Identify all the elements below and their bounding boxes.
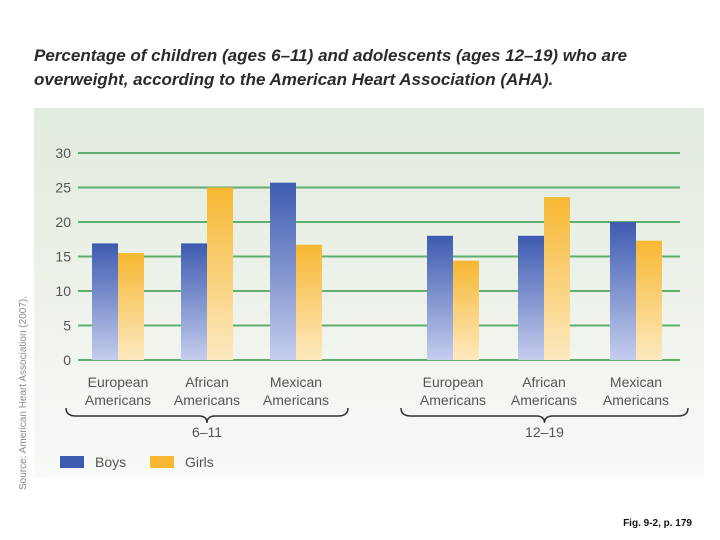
y-tick-label: 20 [55, 214, 71, 230]
bar-boys-5 [610, 222, 636, 360]
category-label-line2: Americans [174, 392, 240, 408]
y-tick-label: 5 [63, 318, 71, 334]
group-brace-0 [65, 407, 349, 424]
bar-girls-4 [544, 197, 570, 360]
category-label-line1: African [522, 374, 566, 390]
legend-label-girls: Girls [185, 454, 214, 470]
category-label-line1: European [423, 374, 484, 390]
source-note: Source: American Heart Association (2007… [18, 296, 29, 490]
legend-swatch-boys [60, 456, 84, 468]
category-label-line2: Americans [511, 392, 577, 408]
category-label-line2: Americans [420, 392, 486, 408]
bar-boys-3 [427, 235, 453, 360]
category-label-line1: European [88, 374, 149, 390]
bar-girls-2 [296, 244, 322, 360]
y-tick-label: 10 [55, 283, 71, 299]
y-tick-label: 30 [55, 145, 71, 161]
category-label-line1: Mexican [610, 374, 662, 390]
bar-girls-5 [636, 240, 662, 360]
y-tick-label: 15 [55, 249, 71, 265]
bar-girls-0 [118, 253, 144, 360]
bar-chart: 0 5 10 15 20 25 30 European Americans African Ame… [55, 145, 689, 470]
category-label-line2: Americans [603, 392, 669, 408]
chart-title: Percentage of children (ages 6–11) and a… [34, 46, 628, 89]
bar-girls-3 [453, 260, 479, 360]
legend-label-boys: Boys [95, 454, 126, 470]
bar-girls-1 [207, 187, 233, 360]
legend-swatch-girls [150, 456, 174, 468]
bar-boys-4 [518, 235, 544, 360]
bar-boys-2 [270, 182, 296, 360]
category-label-line1: Mexican [270, 374, 322, 390]
group-label: 12–19 [525, 424, 564, 440]
category-label-line2: Americans [85, 392, 151, 408]
y-tick-label: 0 [63, 352, 71, 368]
group-brace-1 [400, 407, 689, 424]
y-tick-label: 25 [55, 180, 71, 196]
chart-panel: 0 5 10 15 20 25 30 European Americans African Ame… [34, 108, 704, 478]
category-label-line1: African [185, 374, 229, 390]
category-label-line2: Americans [263, 392, 329, 408]
figure-caption: Fig. 9-2, p. 179 [623, 518, 692, 529]
bar-boys-0 [92, 243, 118, 360]
bar-boys-1 [181, 243, 207, 360]
group-label: 6–11 [192, 424, 222, 440]
